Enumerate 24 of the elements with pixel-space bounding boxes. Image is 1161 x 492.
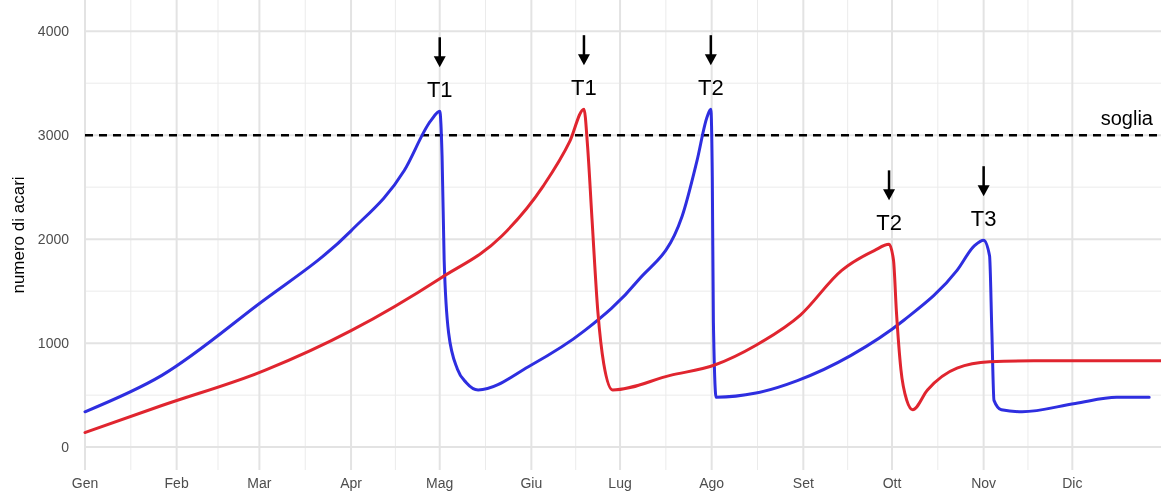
y-tick-label: 3000 xyxy=(37,127,70,144)
x-tick-label: Giu xyxy=(520,475,543,491)
y-axis-title: numero di acari xyxy=(9,176,28,294)
x-tick-label: Apr xyxy=(340,475,363,491)
ref-line-label: soglia xyxy=(1100,107,1154,130)
x-tick-label: Nov xyxy=(971,475,997,491)
x-tick-label: Dic xyxy=(1062,475,1083,491)
x-tick-label: Feb xyxy=(164,475,189,491)
annotation: T1 xyxy=(426,76,453,102)
annotation: T1 xyxy=(571,74,597,100)
y-tick-label: 0 xyxy=(61,439,70,456)
y-tick-label: 4000 xyxy=(37,23,70,40)
x-tick-label: Lug xyxy=(608,475,632,491)
y-tick-label: 2000 xyxy=(37,231,70,248)
x-tick-label: Mag xyxy=(426,475,454,491)
x-tick-label: Mar xyxy=(247,475,272,491)
y-tick-label: 1000 xyxy=(37,335,70,352)
annotation: T3 xyxy=(970,205,997,231)
x-tick-label: Ott xyxy=(882,475,902,491)
annotation: T2 xyxy=(876,210,902,236)
x-tick-label: Set xyxy=(792,475,814,491)
x-tick-label: Ago xyxy=(699,475,725,491)
annotation: T2 xyxy=(697,74,724,100)
x-tick-label: Gen xyxy=(71,475,99,491)
